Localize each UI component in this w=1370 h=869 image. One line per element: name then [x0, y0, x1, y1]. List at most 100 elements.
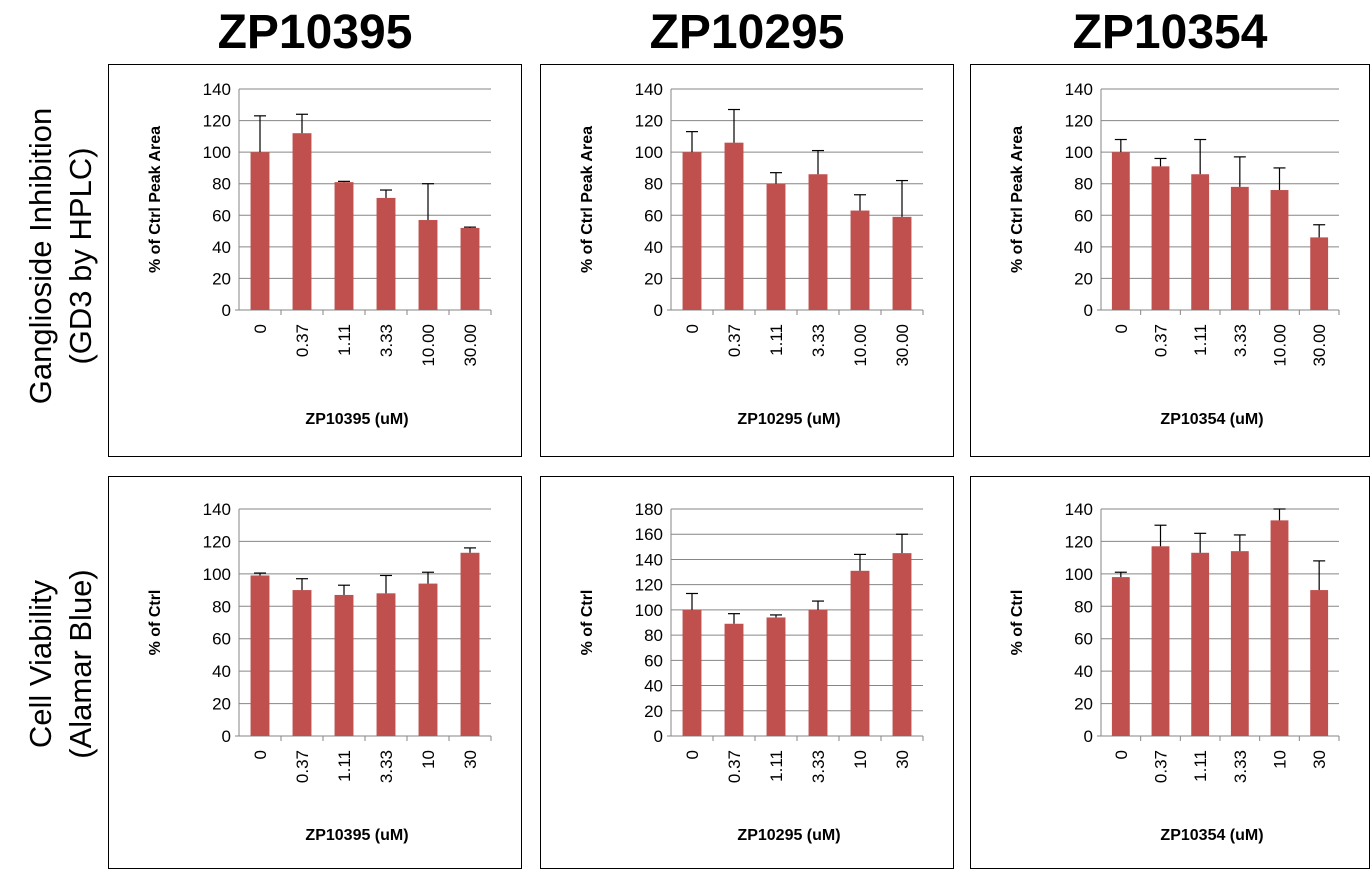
bar — [850, 210, 870, 310]
x-tick-label: 0 — [1112, 750, 1131, 759]
y-tick-label: 60 — [212, 630, 231, 649]
row-label-line1: Cell Viability — [23, 579, 58, 749]
bar — [1310, 237, 1329, 310]
y-tick-label: 140 — [203, 80, 231, 99]
x-tick-label: 1.11 — [767, 324, 786, 356]
x-tick-label: 3.33 — [377, 324, 396, 357]
bar-chart: 0 20 40 60 80 100 120 140 0 0.37 1.11 3.33 10.00 30.0… — [147, 80, 492, 428]
bar — [1151, 546, 1170, 736]
x-tick-label: 0.37 — [725, 324, 744, 357]
y-axis-title: % of Ctrl — [1009, 590, 1026, 656]
row-label-ganglioside: Ganglioside Inhibition (GD3 by HPLC) — [1, 56, 121, 456]
bar — [1270, 190, 1289, 310]
chart-panel-ganglioside-zp10395: 0 20 40 60 80 100 120 140 0 0.37 1.11 3.33 10.00 30.0… — [108, 64, 522, 457]
x-tick-label: 10.00 — [851, 324, 870, 367]
chart-panel-ganglioside-zp10354: 0 20 40 60 80 100 120 140 0 0.37 1.11 3.33 10.00 30.0… — [970, 64, 1370, 457]
y-tick-label: 20 — [1074, 269, 1093, 288]
x-tick-label: 1.11 — [767, 750, 786, 782]
x-tick-label: 30.00 — [461, 324, 480, 367]
row-label-line1: Ganglioside Inhibition — [23, 107, 58, 405]
y-axis-title: % of Ctrl Peak Area — [147, 126, 164, 273]
row-label-line2: (Alamar Blue) — [63, 569, 98, 759]
y-tick-label: 100 — [1065, 565, 1093, 584]
x-tick-label: 0 — [1112, 324, 1131, 333]
y-tick-label: 40 — [644, 677, 663, 696]
y-tick-label: 40 — [1074, 238, 1093, 257]
y-tick-label: 80 — [644, 626, 663, 645]
y-tick-label: 60 — [1074, 206, 1093, 225]
bar — [1111, 152, 1130, 310]
bar — [808, 174, 828, 310]
x-tick-label: 10 — [851, 750, 870, 769]
y-tick-label: 80 — [644, 175, 663, 194]
x-tick-label: 0 — [683, 750, 702, 759]
bar — [1270, 520, 1289, 736]
y-axis-title: % of Ctrl Peak Area — [1009, 126, 1026, 273]
column-title-zp10295: ZP10295 — [649, 6, 845, 59]
bar — [460, 552, 480, 736]
bar-chart: 0 20 40 60 80 100 120 140 160 180 0 0.37 1.11 3.33 10 3… — [579, 500, 924, 844]
x-tick-label: 10.00 — [419, 324, 438, 367]
bar — [418, 220, 438, 310]
y-axis-title: % of Ctrl — [579, 590, 596, 656]
x-axis-title: ZP10354 (uM) — [1160, 411, 1263, 428]
x-axis-title: ZP10354 (uM) — [1160, 827, 1263, 844]
bar — [376, 197, 396, 310]
y-tick-label: 100 — [203, 143, 231, 162]
y-tick-label: 80 — [212, 597, 231, 616]
y-tick-label: 60 — [644, 206, 663, 225]
y-tick-label: 40 — [212, 662, 231, 681]
x-tick-label: 0 — [683, 324, 702, 333]
x-tick-label: 1.11 — [1191, 324, 1210, 356]
y-tick-label: 100 — [203, 565, 231, 584]
x-tick-label: 3.33 — [1231, 324, 1250, 357]
x-tick-label: 10 — [419, 750, 438, 769]
y-tick-label: 80 — [1074, 175, 1093, 194]
y-tick-label: 140 — [635, 550, 663, 569]
x-tick-label: 0.37 — [1152, 750, 1171, 783]
y-tick-label: 140 — [203, 500, 231, 519]
y-tick-label: 80 — [1074, 597, 1093, 616]
bar — [892, 216, 912, 310]
chart-panel-viability-zp10395: 0 20 40 60 80 100 120 140 0 0.37 1.11 3.33 10 30 ZP103… — [108, 476, 522, 869]
bar — [1310, 590, 1329, 736]
y-tick-label: 120 — [635, 112, 663, 131]
bar — [1230, 186, 1249, 310]
x-tick-label: 30 — [1310, 750, 1329, 769]
x-tick-label: 3.33 — [809, 324, 828, 357]
y-tick-label: 20 — [212, 269, 231, 288]
y-tick-label: 180 — [635, 500, 663, 519]
chart-panel-viability-zp10354: 0 20 40 60 80 100 120 140 0 0.37 1.11 3.33 10 30 ZP103… — [970, 476, 1370, 869]
y-tick-label: 40 — [644, 238, 663, 257]
y-tick-label: 20 — [1074, 695, 1093, 714]
x-tick-label: 1.11 — [335, 324, 354, 356]
x-tick-label: 30.00 — [1310, 324, 1329, 367]
x-axis-title: ZP10395 (uM) — [305, 411, 408, 428]
bar — [1191, 174, 1210, 310]
bar — [292, 133, 312, 310]
y-tick-label: 100 — [1065, 143, 1093, 162]
bar — [460, 227, 480, 310]
bar — [376, 593, 396, 736]
bar-chart: 0 20 40 60 80 100 120 140 0 0.37 1.11 3.33 10.00 30.0… — [1009, 80, 1340, 428]
chart-panel-viability-zp10295: 0 20 40 60 80 100 120 140 160 180 0 0.37 1.11 3.33 10 3… — [540, 476, 954, 869]
y-tick-label: 100 — [635, 143, 663, 162]
bar — [1111, 577, 1130, 736]
x-axis-title: ZP10395 (uM) — [305, 827, 408, 844]
y-tick-label: 20 — [644, 702, 663, 721]
x-tick-label: 3.33 — [1231, 750, 1250, 783]
x-tick-label: 3.33 — [809, 750, 828, 783]
y-tick-label: 0 — [654, 301, 663, 320]
y-tick-label: 120 — [203, 112, 231, 131]
x-tick-label: 30 — [893, 750, 912, 769]
x-tick-label: 0 — [251, 750, 270, 759]
y-tick-label: 60 — [212, 206, 231, 225]
x-tick-label: 30.00 — [893, 324, 912, 367]
column-title-zp10354: ZP10354 — [1072, 6, 1268, 59]
bar — [334, 182, 354, 310]
bar — [766, 183, 786, 310]
bar — [724, 623, 744, 736]
y-tick-label: 100 — [635, 601, 663, 620]
x-tick-label: 10 — [1271, 750, 1290, 769]
x-tick-label: 10.00 — [1271, 324, 1290, 367]
